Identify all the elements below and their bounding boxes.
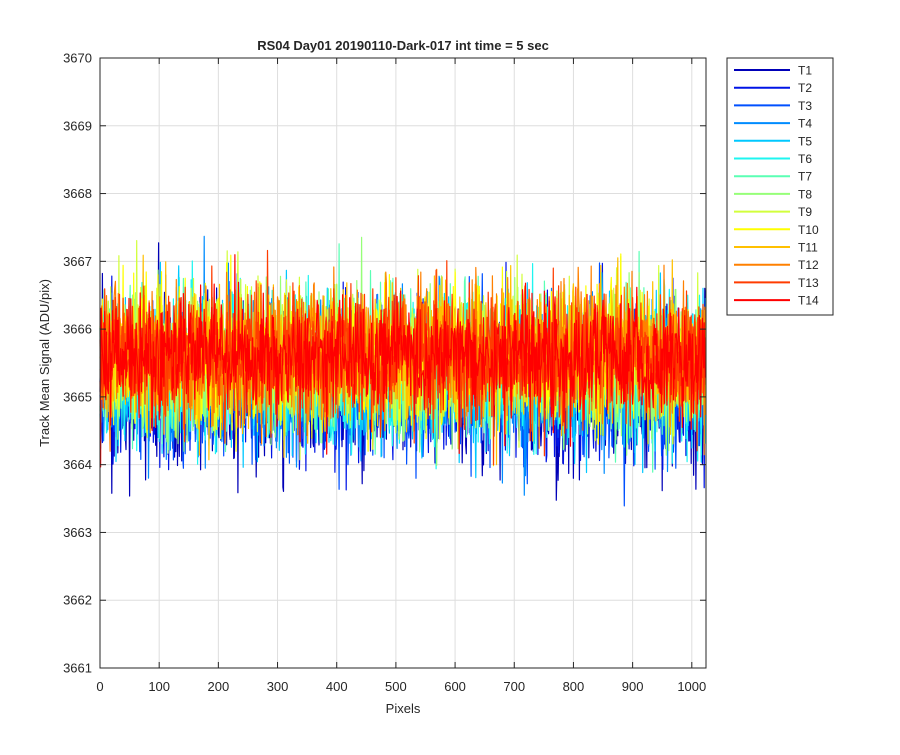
legend: T1 T2 T3 T4 T5 T6 T7 T8 T9 T10 T11 T12 T13 T14: [726, 57, 834, 316]
x-tick-label: 900: [622, 679, 644, 694]
ticks: 0 100 200 300 400 500 600 700 800 900 1000 3661 3662…: [63, 51, 706, 695]
legend-label-t8: T8: [798, 187, 812, 201]
legend-label-t9: T9: [798, 205, 812, 219]
legend-label-t13: T13: [798, 276, 819, 290]
x-tick-label: 1000: [677, 679, 706, 694]
x-tick-label: 300: [267, 679, 289, 694]
x-tick-label: 600: [444, 679, 466, 694]
y-axis-label: Track Mean Signal (ADU/pix): [37, 279, 52, 447]
y-tick-label: 3665: [63, 389, 92, 404]
series-group: [99, 235, 706, 507]
x-tick-label: 700: [503, 679, 525, 694]
legend-box: [726, 57, 834, 316]
x-tick-label: 100: [148, 679, 170, 694]
legend-label-t6: T6: [798, 152, 812, 166]
chart-title: RS04 Day01 20190110-Dark-017 int time = …: [257, 38, 549, 53]
axes-frame: [99, 57, 707, 669]
legend-label-t12: T12: [798, 258, 819, 272]
legend-label-t11: T11: [798, 241, 818, 255]
legend-label-t3: T3: [798, 99, 812, 113]
y-tick-label: 3669: [63, 118, 92, 133]
legend-label-t4: T4: [798, 117, 812, 131]
legend-items: T1 T2 T3 T4 T5 T6 T7 T8 T9 T10 T11 T12 T13 T14: [734, 64, 819, 308]
y-tick-label: 3663: [63, 525, 92, 540]
series-line-t14: [99, 254, 706, 468]
x-tick-label: 500: [385, 679, 407, 694]
y-tick-label: 3661: [63, 661, 92, 676]
legend-label-t14: T14: [798, 294, 819, 308]
legend-label-t1: T1: [798, 64, 812, 78]
legend-label-t5: T5: [798, 134, 812, 148]
y-tick-label: 3662: [63, 593, 92, 608]
legend-label-t7: T7: [798, 170, 812, 184]
x-tick-label: 0: [96, 679, 103, 694]
y-tick-label: 3667: [63, 254, 92, 269]
legend-label-t2: T2: [798, 81, 812, 95]
legend-label-t10: T10: [798, 223, 819, 237]
y-tick-label: 3668: [63, 186, 92, 201]
y-tick-label: 3670: [63, 51, 92, 66]
y-tick-label: 3666: [63, 322, 92, 337]
x-tick-label: 200: [208, 679, 230, 694]
plot-area: 0 100 200 300 400 500 600 700 800 900 1000 3661 3662…: [63, 51, 707, 695]
y-tick-label: 3664: [63, 457, 92, 472]
x-tick-label: 800: [563, 679, 585, 694]
x-tick-label: 400: [326, 679, 348, 694]
x-axis-label: Pixels: [386, 701, 421, 716]
